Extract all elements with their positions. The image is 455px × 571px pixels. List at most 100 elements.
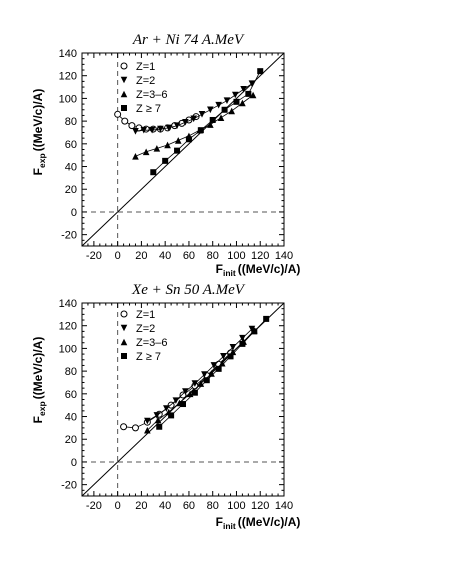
panel-1-series-2-point [248, 80, 256, 87]
panel-1-ylabel-main: F [31, 168, 45, 175]
panel-1-series-2-point [148, 126, 156, 134]
panel-2-series-4-point [203, 377, 210, 384]
panel-1-y-tick-label: 120 [59, 71, 77, 83]
panel-1-series-3-point [239, 99, 246, 107]
panel-2-x-tick-label: 100 [227, 500, 245, 512]
panel-2-y-tick-label: 60 [65, 389, 77, 401]
panel-2: Xe + Sn 50 A.MeV Fexp((MeV/c)/A) Finit((… [31, 282, 300, 531]
panel-1-series-4-point [221, 106, 228, 113]
panel-1-series-3-point [132, 153, 139, 160]
panel-2-y-tick-label: 80 [65, 366, 77, 378]
panel-2-ylabel: Fexp((MeV/c)/A) [31, 337, 47, 424]
panel-2-ylabel-main: F [31, 416, 45, 423]
panel-2-series-2-point [201, 371, 208, 378]
panel-2-legend-marker-3 [120, 338, 128, 346]
panel-2-series-3-point [208, 370, 215, 377]
panel-1-y-tick-label: 80 [65, 116, 77, 128]
panel-2-y-tick-label: 40 [65, 412, 77, 424]
panel-2-series-4-point [215, 365, 222, 372]
panel-1-x-tick-label: 60 [183, 250, 195, 262]
panel-2-series-1-point [131, 424, 139, 432]
panel-1-legend-marker-4 [121, 105, 127, 111]
panel-2-series-4-point [251, 328, 258, 335]
panel-2-series-2-point [153, 412, 161, 419]
panel-2-y-tick-label: 0 [71, 457, 77, 469]
panel-2-xlabel-unit: ((MeV/c)/A) [238, 515, 301, 529]
panel-1-plot-area: -20 0 20 40 60 80 100 120 140 -20 0 20 40 60 80 100 120 1… [59, 48, 294, 262]
panel-2-xlabel-main: F [216, 515, 223, 529]
panel-1-x-tick-label: -20 [86, 250, 102, 262]
panel-1-series-3-point [174, 137, 182, 144]
panel-1-series-4-curve [153, 71, 261, 173]
panel-2-series-4-curve [158, 318, 267, 427]
panel-2-x-tick-label: 40 [159, 500, 171, 512]
panel-1-series-2-point [207, 106, 214, 114]
panel-2-series-4-point [191, 389, 198, 396]
panel-2-series-3-point [154, 416, 162, 424]
panel-2-x-tick-label: -20 [86, 500, 102, 512]
panel-1-series-3-point [207, 121, 214, 128]
panel-1-ylabel: Fexp((MeV/c)/A) [31, 89, 47, 176]
panel-1-y-tick-label: 140 [59, 48, 77, 60]
panel-1-series-4-point [174, 147, 181, 154]
panel-1-y-tick-label: 0 [71, 207, 77, 219]
panel-1-series-2-point [173, 122, 181, 129]
panel-2-series-2-point [220, 353, 227, 360]
panel-1-series-4-point [150, 169, 157, 176]
panel-1-xlabel-unit: ((MeV/c)/A) [238, 262, 301, 276]
panel-1-x-tick-label: 20 [135, 250, 147, 262]
panel-2-series-1-point [120, 423, 128, 431]
panel-1-series-3-point [142, 148, 150, 156]
panel-1-series-2-point [198, 111, 206, 118]
panel-1-xlabel: Finit ((MeV/c)/A) [216, 262, 301, 278]
panel-1-y-tick-label: 60 [65, 139, 77, 151]
panel-2-y-tick-label: 120 [59, 321, 77, 333]
panel-1-series-3-point [153, 145, 161, 152]
panel-2-series-1-point [179, 391, 187, 399]
panel-2-ylabel-sub: exp [37, 401, 47, 416]
panel-2-series-2-point [163, 405, 170, 412]
panel-1-series-2-point [132, 128, 139, 135]
panel-2-legend-label-3: Z=3–6 [136, 337, 168, 349]
panel-1: Ar + Ni 74 A.MeV Fexp((MeV/c)/A) Finit((… [31, 32, 300, 278]
panel-1-series-4-point [245, 90, 252, 97]
panel-1-series-4-point [185, 136, 192, 143]
panel-2-series-2-point [144, 417, 151, 425]
panel-2-series-4-point [227, 353, 234, 360]
panel-1-x-tick-label: 140 [275, 250, 293, 262]
panel-1-xlabel-sub: init [223, 268, 236, 278]
panel-1-series-4-point [233, 98, 240, 105]
panel-1-series-4-point [257, 68, 264, 75]
panel-2-series-2-point [172, 397, 180, 404]
panel-1-series-4-point [209, 116, 216, 123]
panel-1-series-4-point [197, 127, 204, 134]
panel-1-x-tick-label: 100 [227, 250, 245, 262]
svg-text:Fexp((MeV/c)/A): Fexp((MeV/c)/A) [31, 337, 47, 424]
panel-2-series-2-point [229, 343, 237, 351]
panel-2-series-4-point [239, 340, 246, 347]
panel-1-x-tick-label: 80 [207, 250, 219, 262]
panel-1-y-tick-label: 40 [65, 162, 77, 174]
panel-2-legend-label-4: Z ≥ 7 [136, 351, 161, 363]
panel-1-legend-marker-3 [120, 90, 128, 98]
panel-1-series-2-point [240, 86, 247, 93]
panel-2-series-2-point [182, 388, 189, 395]
panel-2-x-tick-label: 60 [183, 500, 195, 512]
panel-2-legend-marker-1 [120, 310, 128, 318]
panel-1-series-1-point [128, 122, 136, 130]
panel-1-y-tick-label: 20 [65, 184, 77, 196]
panel-1-series-3-point [164, 141, 171, 149]
panel-2-legend-label-2: Z=2 [136, 323, 155, 335]
panel-1-xlabel-main: F [216, 262, 223, 276]
panel-2-title: Xe + Sn 50 A.MeV [131, 282, 246, 298]
panel-2-series-2-point [239, 334, 246, 342]
panel-2-series-2-point [210, 362, 218, 369]
panel-2-x-tick-label: 120 [251, 500, 269, 512]
panel-1-legend-label-3: Z=3–6 [136, 89, 168, 101]
panel-2-series-4-point [168, 412, 175, 419]
panel-1-series-2-point [182, 118, 189, 126]
panel-1-series-2-point [140, 126, 148, 134]
panel-2-y-tick-label: 140 [59, 298, 77, 310]
panel-1-y-tick-label: 100 [59, 93, 77, 105]
